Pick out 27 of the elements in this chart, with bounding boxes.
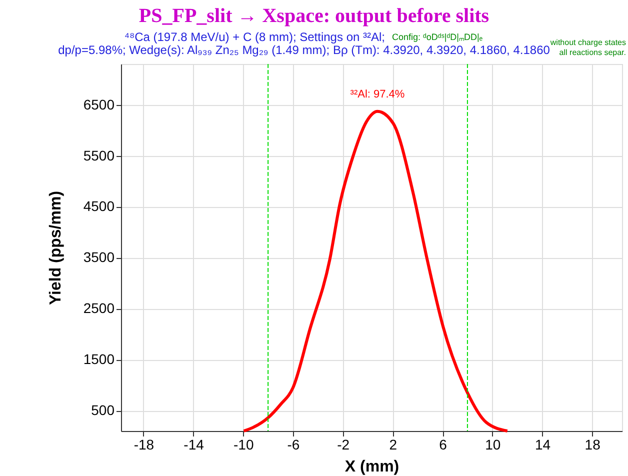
x-tick-label: -14 — [184, 436, 204, 452]
x-tick-label: 10 — [485, 436, 501, 452]
y-tick-label: 500 — [91, 402, 115, 418]
text: Config: ᵈoDᵈˢ|ᵈD|ₘDD|ₑ — [392, 32, 484, 42]
x-axis-title: X (mm) — [344, 458, 400, 476]
text: without charge states — [549, 38, 626, 47]
x-tick-label: -2 — [337, 436, 350, 452]
x-tick-label: 6 — [439, 436, 448, 452]
y-tick-label: 1500 — [83, 351, 115, 368]
x-tick-label: -18 — [134, 436, 154, 452]
annotation: ³²Al: 97.4% — [350, 88, 405, 100]
text: dp/p=5.98%; Wedge(s): Al₉₃₉ Zn₂₅ Mg₂₉ (1.49 mm); Bρ (Tm): 4.3920, 4.3920, 4.1860, 4.1860 — [58, 43, 550, 57]
y-tick-label: 5500 — [83, 147, 115, 164]
y-tick-label: 6500 — [83, 96, 115, 112]
x-tick-label: -10 — [234, 436, 254, 452]
y-tick-label: 4500 — [83, 198, 115, 214]
y-tick-label: 3500 — [83, 249, 115, 266]
x-tick-label: 14 — [534, 436, 551, 452]
y-tick-label: 2500 — [83, 300, 115, 316]
line-series — [242, 110, 509, 432]
x-tick-label: 18 — [584, 436, 601, 452]
chart-subtitle: ⁴⁸Ca (197.8 MeV/u) + C (8 mm); Settings on ³²Al; — [124, 30, 385, 44]
text: all reactions separ. — [559, 48, 626, 57]
y-axis-title: Yield (pps/mm) — [47, 190, 64, 306]
x-tick-label: -6 — [287, 436, 300, 452]
x-tick-label: 2 — [389, 436, 398, 452]
chart-title: PS_FP_slit → Xspace: output before slits — [138, 5, 490, 27]
